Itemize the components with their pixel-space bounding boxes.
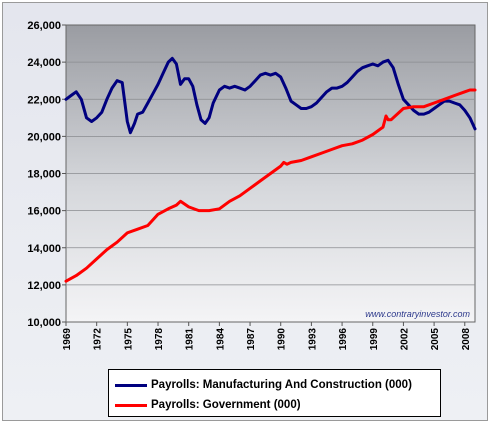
legend: Payrolls: Manufacturing And Construction… — [108, 369, 441, 417]
y-tick-label: 14,000 — [27, 243, 61, 255]
y-tick-label: 24,000 — [27, 57, 61, 69]
x-tick-label: 1984 — [215, 328, 226, 351]
y-tick-label: 12,000 — [27, 280, 61, 292]
x-tick-label: 1990 — [277, 328, 288, 351]
legend-item-government: Payrolls: Government (000) — [115, 397, 301, 413]
series-line-government — [64, 88, 477, 283]
legend-swatch-manufacturing — [115, 383, 147, 387]
x-tick-label: 1972 — [93, 328, 104, 351]
series-lines — [64, 56, 477, 283]
y-tick-label: 10,000 — [27, 317, 61, 329]
y-tick-label: 26,000 — [27, 20, 61, 32]
x-tick-label: 2002 — [399, 328, 410, 351]
legend-item-manufacturing: Payrolls: Manufacturing And Construction… — [115, 377, 412, 393]
y-tick-label: 16,000 — [27, 206, 61, 218]
x-tick-label: 1999 — [369, 328, 380, 351]
x-tick-label: 1996 — [338, 328, 349, 351]
grid-lines — [66, 61, 475, 286]
legend-label-manufacturing: Payrolls: Manufacturing And Construction… — [151, 379, 412, 391]
x-tick-label: 1975 — [123, 328, 134, 351]
y-tick-label: 22,000 — [27, 94, 61, 106]
x-tick-label: 1981 — [185, 328, 196, 351]
y-tick-label: 20,000 — [27, 131, 61, 143]
series-line-manufacturing — [64, 56, 477, 135]
x-tick-label: 1993 — [307, 328, 318, 351]
legend-swatch-government — [115, 403, 147, 407]
x-tick-label: 2008 — [461, 328, 472, 351]
legend-label-government: Payrolls: Government (000) — [151, 399, 301, 411]
x-tick-label: 1969 — [62, 328, 73, 351]
x-tick-label: 2005 — [430, 328, 441, 351]
x-tick-label: 1978 — [154, 328, 165, 351]
y-axis-ticks: 10,000 12,000 14,000 16,000 18,000 20,000 22,0… — [27, 20, 66, 329]
watermark-text: www.contraryinvestor.com — [365, 309, 470, 319]
x-axis-ticks: 1969 1972 1975 1978 1981 1984 1987 1990 1993 1996… — [62, 322, 472, 350]
y-tick-label: 18,000 — [27, 169, 61, 181]
x-tick-label: 1987 — [246, 328, 257, 351]
